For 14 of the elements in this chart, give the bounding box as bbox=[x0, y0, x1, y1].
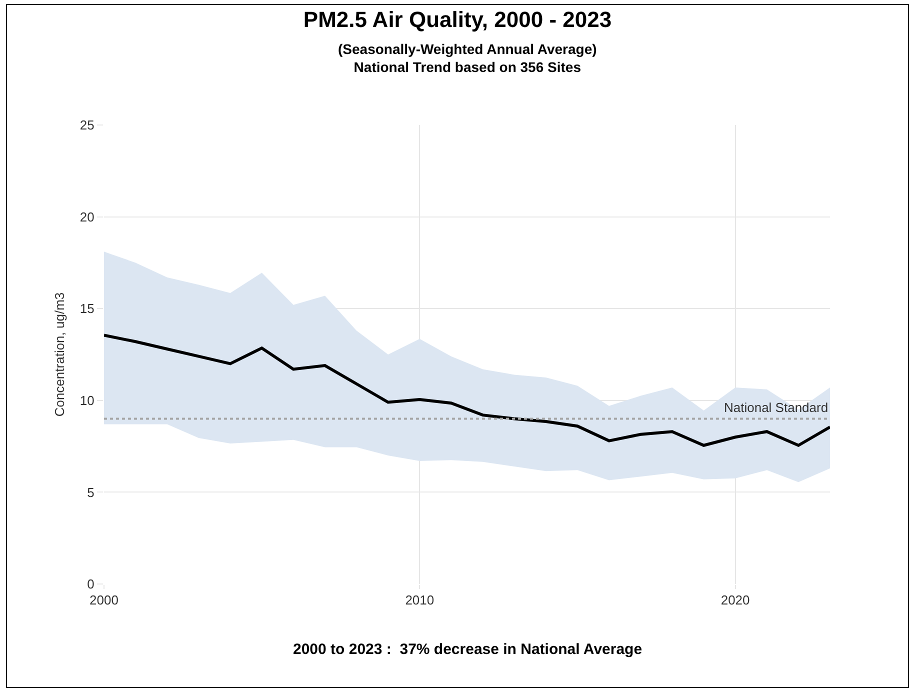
y-tick-label: 5 bbox=[87, 484, 94, 500]
x-tick-label: 2000 bbox=[90, 592, 118, 608]
x-tick-label: 2020 bbox=[720, 592, 750, 608]
ref-line-label: National Standard bbox=[724, 400, 828, 415]
y-tick-label: 15 bbox=[80, 301, 94, 316]
y-tick-label: 25 bbox=[80, 118, 94, 133]
chart-title: PM2.5 Air Quality, 2000 - 2023 bbox=[303, 7, 612, 32]
x-tick-label: 2010 bbox=[405, 592, 434, 608]
y-tick-label: 10 bbox=[80, 392, 94, 408]
text: 2000 to 2023 : 37% decrease in National Average bbox=[293, 641, 642, 658]
y-tick-label: 0 bbox=[87, 576, 94, 592]
y-axis-title: Concentration, ug/m3 bbox=[52, 292, 67, 417]
y-tick-label: 20 bbox=[80, 209, 94, 224]
chart-subtitle: (Seasonally-Weighted Annual Average) National Trend based on 356 Sites bbox=[338, 41, 597, 76]
